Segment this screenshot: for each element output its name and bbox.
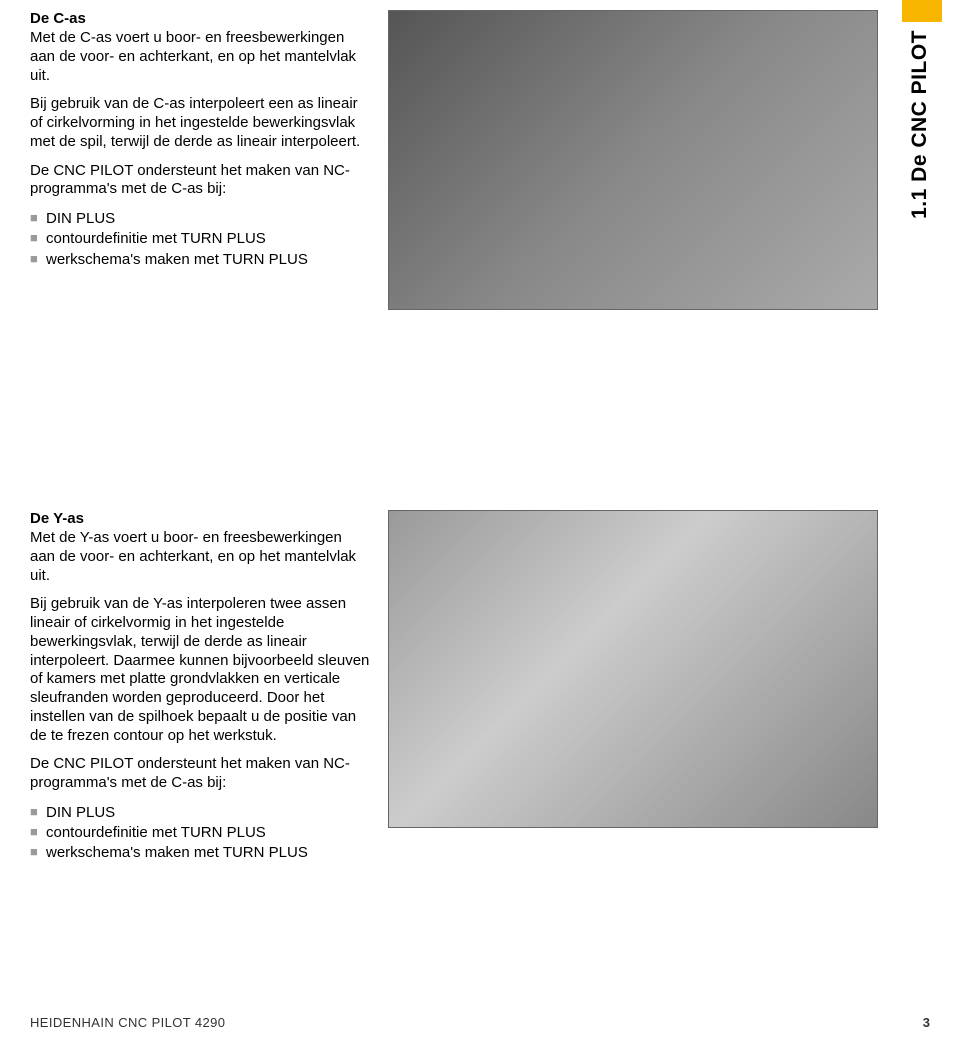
tab-label: 1.1 De CNC PILOT [908, 30, 932, 219]
list-item: werkschema's maken met TURN PLUS [30, 250, 370, 270]
section-tab: 1.1 De CNC PILOT [902, 0, 942, 310]
para-y-3: De CNC PILOT ondersteunt het maken van N… [30, 755, 370, 793]
list-item: werkschema's maken met TURN PLUS [30, 843, 370, 863]
para-c-3: De CNC PILOT ondersteunt het maken van N… [30, 162, 370, 200]
figure-y-axis [388, 510, 878, 828]
heading-y: De Y-as [30, 510, 370, 527]
footer-title: HEIDENHAIN CNC PILOT 4290 [30, 1015, 225, 1030]
list-c: DIN PLUS contourdefinitie met TURN PLUS … [30, 209, 370, 270]
tab-marker [902, 0, 942, 22]
list-item: DIN PLUS [30, 209, 370, 229]
page-footer: HEIDENHAIN CNC PILOT 4290 3 [30, 1015, 930, 1030]
list-item: contourdefinitie met TURN PLUS [30, 229, 370, 249]
text-column-c: De C-as Met de C-as voert u boor- en fre… [30, 10, 370, 310]
page-number: 3 [923, 1015, 930, 1030]
list-y: DIN PLUS contourdefinitie met TURN PLUS … [30, 803, 370, 864]
list-item: contourdefinitie met TURN PLUS [30, 823, 370, 843]
figure-c-axis [388, 10, 878, 310]
list-item: DIN PLUS [30, 803, 370, 823]
para-y-2: Bij gebruik van de Y-as interpoleren twe… [30, 595, 370, 745]
para-c-1: Met de C-as voert u boor- en freesbewerk… [30, 29, 370, 85]
text-column-y: De Y-as Met de Y-as voert u boor- en fre… [30, 510, 370, 864]
para-c-2: Bij gebruik van de C-as interpoleert een… [30, 95, 370, 151]
section-c-axis: De C-as Met de C-as voert u boor- en fre… [30, 10, 930, 310]
para-y-1: Met de Y-as voert u boor- en freesbewerk… [30, 529, 370, 585]
section-y-axis: De Y-as Met de Y-as voert u boor- en fre… [30, 510, 930, 864]
heading-c: De C-as [30, 10, 370, 27]
